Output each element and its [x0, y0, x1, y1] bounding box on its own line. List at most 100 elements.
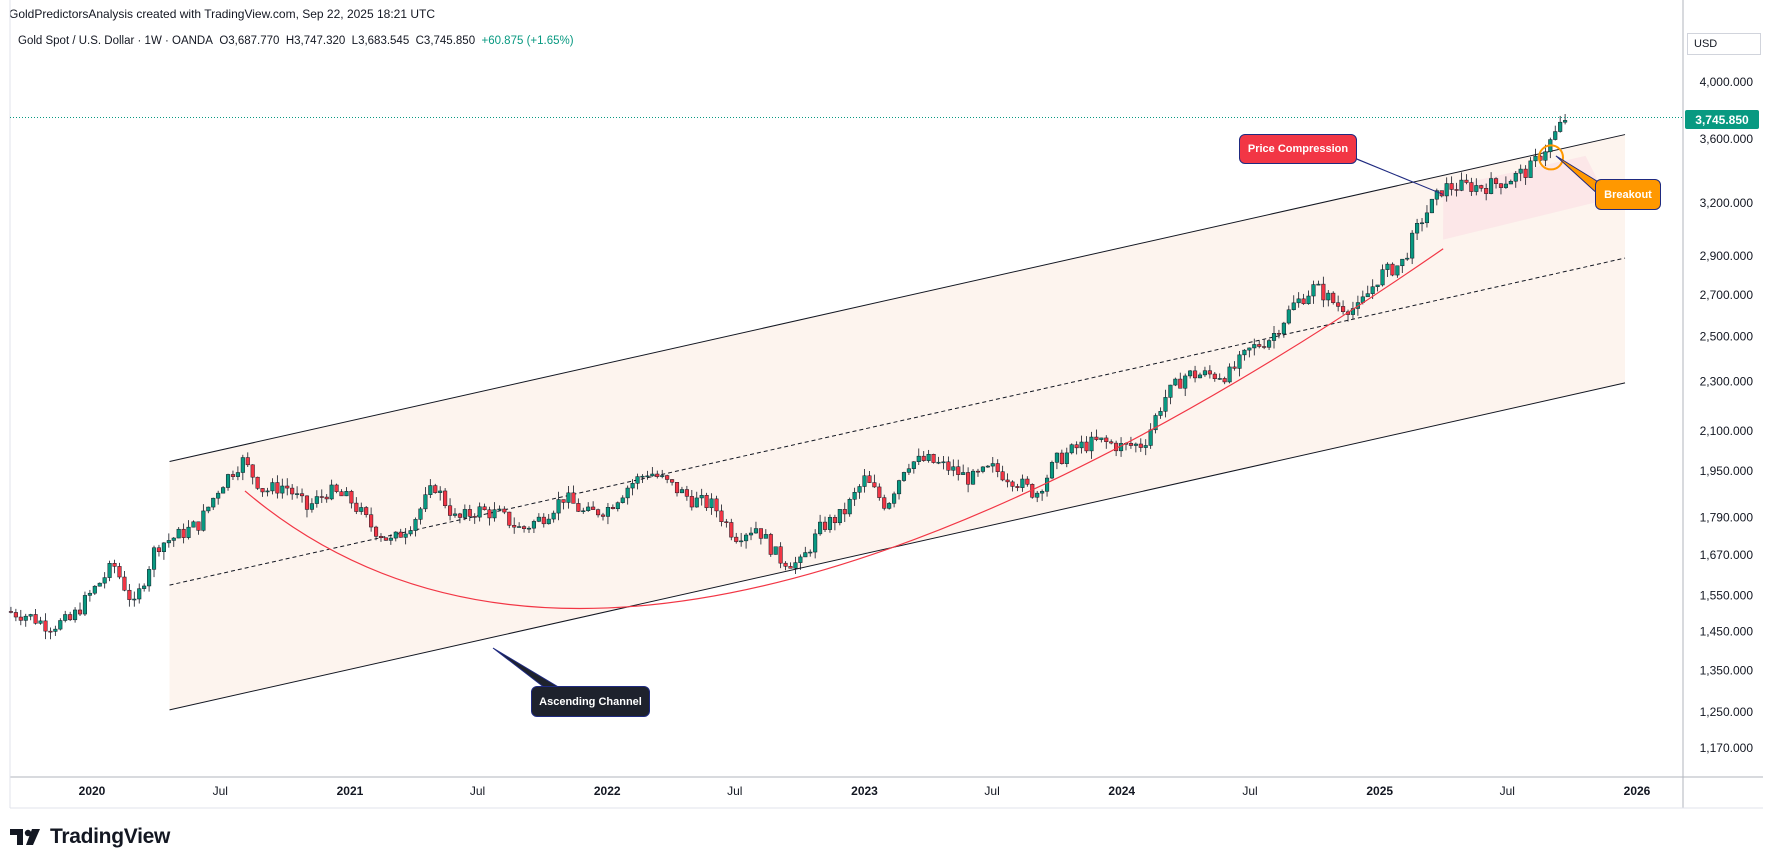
candle: [517, 522, 522, 528]
candle: [1533, 148, 1538, 168]
candle: [1493, 177, 1499, 189]
candle: [842, 502, 847, 522]
candle-body-up: [418, 508, 423, 520]
candle-body-up: [477, 506, 482, 518]
ascending-channel-callout[interactable]: Ascending Channel: [531, 686, 650, 717]
candle-body-up: [763, 534, 768, 539]
time-axis[interactable]: 2020 Jul 2021 Jul 2022 Jul 2023 Jul 2024 Jul 2025 J…: [79, 784, 1651, 798]
candle: [1000, 465, 1005, 482]
candle-body-up: [1434, 190, 1439, 200]
candle-body-up: [216, 492, 221, 499]
candle: [1474, 178, 1479, 196]
candle-body-up: [1049, 462, 1055, 479]
breakout-callout[interactable]: Breakout: [1595, 179, 1661, 210]
candle-body-up: [191, 521, 196, 528]
candle-body-down: [714, 498, 719, 512]
candle: [566, 485, 571, 509]
candle: [536, 513, 541, 523]
candle-body-up: [679, 489, 684, 494]
candle-body-up: [798, 556, 803, 563]
candle: [161, 542, 166, 560]
candle: [507, 511, 512, 529]
candle-body-up: [403, 533, 408, 538]
currency-selector[interactable]: USD: [1687, 33, 1761, 55]
candle-body-up: [526, 527, 532, 530]
tradingview-logo[interactable]: TradingView: [10, 825, 170, 849]
candle: [1449, 176, 1454, 196]
candle-body-down: [768, 534, 773, 555]
candle-body-up: [1168, 384, 1173, 398]
candle: [739, 532, 744, 547]
candle: [132, 591, 137, 607]
candle-body-up: [1291, 302, 1296, 311]
breakout-circle[interactable]: [1538, 144, 1565, 171]
annotation-overlays[interactable]: [10, 117, 1683, 689]
price-compression-callout[interactable]: Price Compression: [1239, 134, 1357, 164]
candle: [896, 479, 902, 500]
candle: [1202, 366, 1207, 377]
candle-body-up: [388, 537, 393, 541]
candle-body-down: [112, 563, 117, 567]
change-value: +60.875 (+1.65%): [481, 35, 574, 47]
candle-body-down: [995, 463, 1000, 472]
candle: [137, 583, 142, 604]
candle-body-down: [117, 566, 122, 578]
candle: [127, 584, 132, 607]
candle: [699, 488, 704, 506]
price-tick-label: 1,550.000: [1700, 588, 1754, 602]
candle-body-up: [53, 628, 58, 632]
price-tick-label: 4,000.000: [1700, 75, 1754, 89]
candle-body-up: [985, 465, 990, 468]
candle-body-up: [980, 466, 985, 472]
candle: [448, 498, 453, 521]
rounding-bottom-curve[interactable]: [244, 248, 1444, 610]
candle-body-down: [674, 482, 680, 494]
candle: [1281, 321, 1286, 338]
candle-body-up: [314, 496, 319, 504]
candle: [605, 502, 610, 525]
candle-body-up: [1173, 378, 1178, 386]
candle: [748, 527, 754, 541]
symbol-title[interactable]: Gold Spot / U.S. Dollar · 1W · OANDA: [18, 35, 213, 47]
candle-body-up: [1424, 212, 1430, 224]
candle: [378, 533, 384, 542]
high-value: H3,747.320: [285, 35, 346, 47]
candle: [1212, 372, 1217, 382]
candle: [354, 497, 359, 515]
candle: [156, 544, 162, 557]
price-axis[interactable]: 4,000.000 3,600.000 3,200.000 2,900.000 2,70…: [1700, 75, 1754, 755]
candle-body-up: [1533, 155, 1538, 162]
candle-body-down: [349, 491, 354, 504]
candle: [1010, 480, 1015, 492]
candle: [171, 537, 176, 547]
candle-body-up: [1528, 160, 1533, 178]
candle-body-up: [423, 494, 428, 510]
candle-body-down: [122, 576, 127, 591]
candle: [724, 518, 729, 528]
ascending-channel[interactable]: [169, 134, 1626, 711]
candle-body-up: [132, 598, 137, 601]
candle-body-down: [290, 487, 295, 495]
candle: [48, 627, 53, 640]
candle: [1316, 280, 1321, 286]
candle: [906, 463, 911, 476]
candle: [1197, 372, 1203, 379]
candle-body-down: [576, 503, 581, 512]
candle: [1257, 340, 1262, 349]
candle: [1252, 338, 1257, 356]
candle-body-up: [1395, 265, 1400, 276]
candle: [1232, 361, 1237, 371]
candle-body-up: [556, 499, 561, 514]
candle: [995, 459, 1000, 478]
candle-body-down: [383, 537, 388, 541]
candle-body-up: [1163, 397, 1168, 412]
candle-body-up: [645, 475, 650, 478]
candle-body-down: [1479, 185, 1484, 189]
candle: [1444, 177, 1449, 202]
candle-body-up: [1089, 436, 1094, 452]
channel-upper-line[interactable]: [169, 134, 1626, 462]
candle: [423, 487, 428, 513]
candle: [763, 529, 768, 539]
candle-body-up: [1563, 120, 1568, 123]
